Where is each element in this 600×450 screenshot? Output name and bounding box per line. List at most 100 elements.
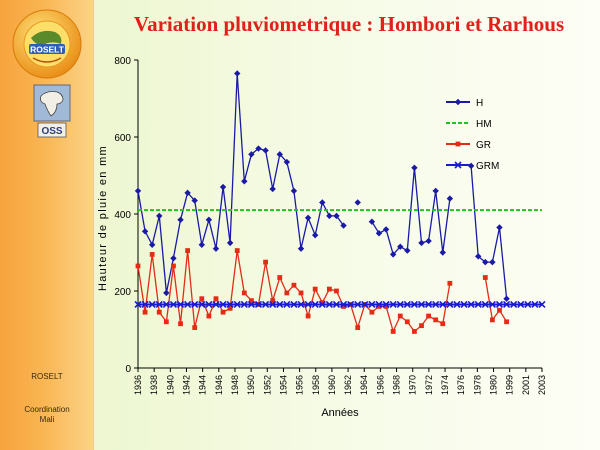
legend-label: GRM xyxy=(476,161,499,172)
data-point xyxy=(524,300,532,309)
data-point xyxy=(249,298,254,304)
data-point xyxy=(219,300,227,309)
legend-item: GR xyxy=(446,140,491,151)
data-point xyxy=(389,300,397,309)
data-point xyxy=(276,300,284,309)
x-tick-label: 1962 xyxy=(343,375,353,395)
data-point xyxy=(447,280,453,286)
series-layer xyxy=(134,70,546,334)
series-line xyxy=(470,165,508,299)
data-point xyxy=(404,247,411,254)
data-point xyxy=(482,258,489,266)
data-point xyxy=(241,290,247,296)
data-point xyxy=(396,300,404,309)
data-point xyxy=(375,300,383,309)
data-point xyxy=(198,241,205,248)
data-point xyxy=(205,300,213,309)
data-point xyxy=(496,224,503,231)
x-tick-label: 2003 xyxy=(537,375,547,395)
data-point xyxy=(325,300,333,309)
data-point xyxy=(234,70,241,77)
data-point xyxy=(176,300,185,309)
data-point xyxy=(169,300,178,309)
data-point xyxy=(212,245,220,252)
page-title: Variation pluviometrique : Hombori et Ra… xyxy=(133,12,565,36)
data-point xyxy=(355,325,361,330)
data-point xyxy=(311,231,319,239)
roselt-logo: ROSELT xyxy=(12,9,82,79)
x-tick-label: 1946 xyxy=(214,375,224,395)
data-point xyxy=(503,295,510,302)
x-tick-label: 1940 xyxy=(165,375,175,395)
data-point xyxy=(482,275,488,280)
data-point xyxy=(460,300,468,309)
data-point xyxy=(262,300,270,309)
data-point xyxy=(269,185,276,193)
data-point xyxy=(226,300,234,309)
data-point xyxy=(213,296,219,302)
data-point xyxy=(206,313,212,319)
x-tick-label: 1978 xyxy=(472,375,482,395)
data-point xyxy=(290,187,298,195)
data-point xyxy=(227,305,233,311)
data-point xyxy=(284,290,290,296)
data-point xyxy=(185,248,191,253)
data-point xyxy=(369,309,375,315)
oss-logo: OSS xyxy=(33,84,71,138)
x-tick-label: 1966 xyxy=(375,375,385,395)
data-point xyxy=(418,239,425,247)
data-point xyxy=(368,300,376,309)
x-tick-label: 1999 xyxy=(505,375,515,395)
series-line xyxy=(137,73,345,294)
data-point xyxy=(375,230,383,237)
data-point xyxy=(162,300,170,309)
data-point xyxy=(178,321,183,327)
data-point xyxy=(446,195,454,202)
data-point xyxy=(311,300,319,309)
data-point xyxy=(517,300,525,309)
data-point xyxy=(389,251,397,258)
data-point xyxy=(340,222,347,229)
data-point xyxy=(319,300,325,305)
data-point xyxy=(156,309,162,315)
data-point xyxy=(417,300,426,309)
data-point xyxy=(297,245,305,252)
x-tick-label: 1956 xyxy=(295,375,305,395)
data-point xyxy=(283,158,291,166)
data-point xyxy=(177,216,184,223)
data-point xyxy=(333,212,340,220)
y-tick-label: 200 xyxy=(114,287,131,298)
data-point xyxy=(397,243,404,250)
data-point xyxy=(339,300,348,309)
data-point xyxy=(354,300,362,309)
svg-text:ROSELT: ROSELT xyxy=(30,45,65,55)
data-point xyxy=(277,275,283,280)
x-tick-label: 1972 xyxy=(424,375,434,395)
data-point xyxy=(412,329,417,334)
legend-item: HM xyxy=(446,119,492,130)
data-point xyxy=(425,237,432,245)
data-point xyxy=(318,300,326,309)
data-point xyxy=(219,183,227,191)
data-point xyxy=(347,300,355,309)
data-point xyxy=(170,255,177,262)
data-point xyxy=(184,300,192,309)
data-point xyxy=(319,199,326,206)
data-point xyxy=(453,300,461,309)
data-point xyxy=(212,300,220,309)
data-point xyxy=(426,313,431,319)
x-tick-label: 1958 xyxy=(311,375,321,395)
data-point xyxy=(390,329,396,334)
data-point xyxy=(440,321,446,327)
data-point xyxy=(191,300,199,309)
data-point xyxy=(141,228,149,235)
data-point xyxy=(410,300,418,309)
data-point xyxy=(297,300,305,309)
data-point xyxy=(361,300,369,309)
data-point xyxy=(155,300,163,309)
data-point xyxy=(254,300,263,309)
data-point xyxy=(439,249,446,256)
data-point xyxy=(220,309,226,315)
